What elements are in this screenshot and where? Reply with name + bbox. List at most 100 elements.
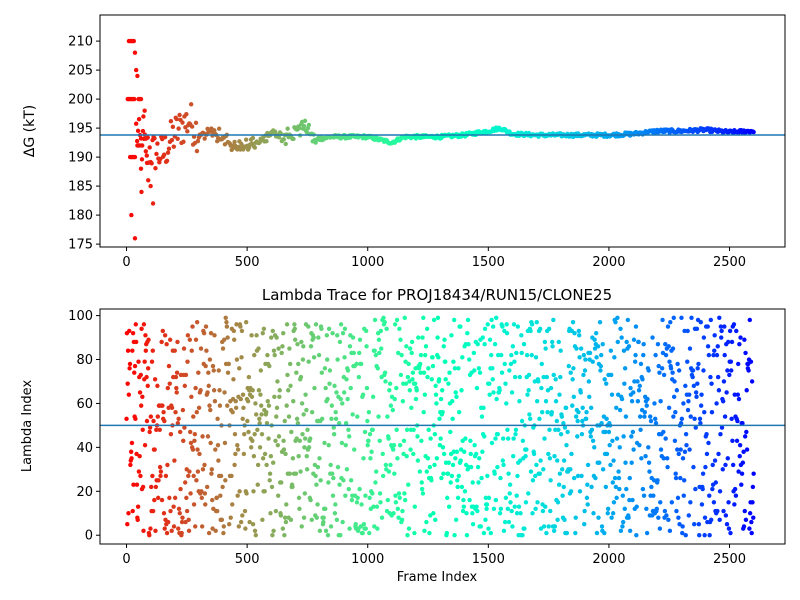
lambda-point — [141, 528, 146, 534]
lambda-point — [573, 515, 578, 520]
lambda-point — [489, 440, 495, 446]
delta-g-point — [145, 135, 150, 140]
lambda-point — [690, 374, 695, 380]
lambda-point — [193, 385, 198, 391]
lambda-point — [451, 359, 456, 364]
delta-g-point — [250, 135, 256, 141]
lambda-point — [355, 495, 360, 501]
lambda-y-tick-label: 100 — [68, 309, 93, 324]
lambda-point — [621, 348, 627, 353]
delta-g-x-tick-label: 2000 — [592, 255, 625, 270]
lambda-point — [321, 519, 326, 525]
lambda-point — [584, 410, 589, 415]
lambda-point — [532, 379, 538, 384]
lambda-point — [497, 388, 502, 393]
lambda-point — [423, 352, 428, 358]
lambda-point — [239, 355, 244, 360]
lambda-point — [562, 425, 568, 430]
delta-g-point — [164, 158, 170, 163]
lambda-point — [465, 317, 471, 323]
lambda-point — [678, 475, 683, 481]
lambda-point — [696, 522, 702, 527]
lambda-point — [340, 330, 346, 336]
lambda-point — [704, 451, 710, 457]
lambda-point — [465, 330, 470, 336]
lambda-point — [582, 368, 588, 373]
lambda-point — [346, 427, 351, 432]
lambda-point — [284, 322, 290, 327]
lambda-point — [129, 456, 134, 461]
lambda-point — [155, 414, 160, 419]
lambda-point — [301, 344, 306, 349]
lambda-point — [468, 464, 474, 470]
lambda-point — [381, 315, 386, 320]
lambda-point — [716, 388, 722, 393]
lambda-point — [285, 372, 290, 378]
lambda-point — [533, 355, 539, 360]
lambda-point — [372, 348, 377, 353]
lambda-point — [217, 403, 223, 408]
lambda-point — [665, 464, 670, 470]
lambda-point — [666, 405, 672, 411]
lambda-point — [689, 315, 694, 320]
lambda-point — [159, 497, 165, 503]
lambda-point — [362, 429, 368, 435]
lambda-point — [333, 410, 338, 415]
lambda-point — [749, 530, 754, 536]
lambda-point — [377, 438, 382, 443]
lambda-point — [249, 394, 255, 400]
lambda-point — [641, 341, 646, 347]
lambda-point — [162, 333, 168, 338]
lambda-point — [168, 431, 174, 437]
lambda-point — [722, 324, 727, 329]
lambda-point — [224, 319, 229, 325]
lambda-point — [415, 434, 420, 439]
lambda-point — [691, 464, 696, 470]
lambda-point — [450, 416, 455, 422]
lambda-point — [641, 493, 647, 498]
lambda-point — [529, 322, 535, 327]
delta-g-point — [144, 153, 149, 158]
lambda-point — [460, 355, 465, 360]
lambda-point — [131, 482, 136, 487]
lambda-point — [373, 352, 379, 358]
lambda-point — [737, 442, 743, 448]
lambda-point — [718, 431, 723, 437]
lambda-point — [171, 524, 177, 529]
lambda-point — [442, 337, 447, 342]
lambda-point — [203, 324, 209, 329]
lambda-point — [468, 451, 473, 457]
lambda-point — [212, 333, 217, 338]
lambda-point — [564, 530, 570, 536]
lambda-point — [167, 381, 172, 386]
lambda-point — [470, 522, 476, 527]
lambda-point — [585, 462, 591, 468]
lambda-point — [740, 460, 746, 465]
lambda-point — [497, 511, 503, 516]
delta-g-point — [141, 114, 146, 119]
lambda-point — [611, 500, 617, 505]
lambda-point — [211, 388, 217, 393]
lambda-point — [746, 368, 751, 373]
lambda-point — [474, 504, 479, 509]
lambda-point — [716, 451, 721, 457]
lambda-point — [653, 416, 658, 422]
lambda-point — [687, 346, 693, 351]
lambda-axes-frame — [99, 308, 786, 545]
lambda-point — [399, 517, 405, 523]
lambda-point — [657, 526, 663, 531]
lambda-point — [741, 449, 746, 454]
lambda-point — [250, 522, 256, 527]
lambda-point — [553, 399, 559, 404]
lambda-point — [529, 352, 534, 358]
delta-g-point — [162, 134, 168, 140]
lambda-point — [184, 495, 189, 501]
lambda-point — [536, 379, 541, 384]
lambda-point — [528, 328, 533, 334]
lambda-point — [191, 473, 196, 479]
lambda-point — [396, 491, 402, 496]
lambda-point — [681, 401, 686, 406]
lambda-point — [646, 445, 651, 450]
lambda-point — [454, 394, 459, 400]
lambda-point — [330, 471, 335, 476]
